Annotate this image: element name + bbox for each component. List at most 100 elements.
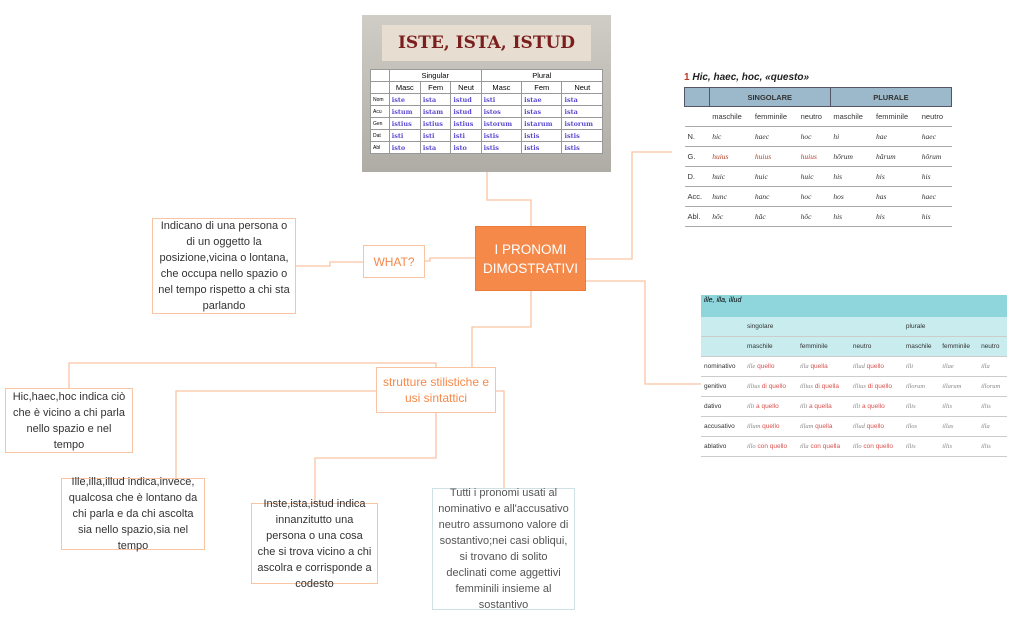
form-cell: istius [450, 117, 482, 130]
column-group-header: plurale [902, 317, 1007, 337]
form-cell: illud quello [849, 416, 903, 437]
form-cell: his [918, 206, 952, 227]
translation-gloss: quella [810, 363, 828, 370]
form-cell: istum [388, 105, 421, 118]
form-cell: istorum [561, 117, 603, 130]
column-header: Neut [561, 81, 603, 94]
link-center-image-iste [486, 172, 532, 226]
translation-gloss: con quello [863, 443, 894, 450]
declined-form: isti [422, 131, 435, 140]
form-cell: ista [419, 141, 452, 154]
form-cell: hic [709, 126, 752, 147]
translation-gloss: di quello [867, 383, 892, 390]
declined-form: illi [905, 363, 914, 370]
table-row: Acc. hunc hanc hoc hos has haec [684, 186, 952, 207]
declined-form: his [876, 172, 885, 181]
case-label: N. [684, 126, 710, 147]
table-row: Abl. hōc hāc hōc his his his [684, 206, 952, 227]
declined-form: illius [799, 383, 813, 390]
case-label: Acu [370, 105, 390, 118]
form-cell: illis [978, 396, 1007, 417]
declined-form: illud [852, 423, 865, 430]
form-cell: istam [419, 105, 452, 118]
table-row: ablativo illo con quello illa con quella il… [701, 436, 1007, 457]
image-title: ISTE, ISTA, ISTUD [382, 25, 591, 61]
strutture-node[interactable]: strutture stilistiche e usi sintattici [376, 367, 496, 413]
declined-form: istis [483, 131, 499, 140]
form-cell: istis [521, 141, 563, 154]
declined-form: isto [391, 143, 406, 152]
form-cell: hōrum [918, 146, 952, 167]
form-cell: haec [918, 126, 952, 147]
column-header: neutro [797, 106, 831, 127]
declined-form: his [833, 212, 843, 221]
form-cell: illud quello [849, 356, 903, 377]
column-header: neutro [918, 106, 952, 127]
link-center-image-hic [586, 151, 672, 260]
translation-gloss: quello [757, 363, 775, 370]
form-cell: illae [939, 356, 979, 377]
form-cell: hi [830, 126, 874, 147]
declined-form: haec [921, 192, 936, 201]
declined-form: istius [422, 119, 443, 128]
declined-form: istius [391, 119, 412, 128]
declined-form: isti [483, 95, 496, 104]
declined-form: illa [981, 363, 990, 370]
declined-form: hoc [800, 192, 812, 201]
declined-form: huius [712, 152, 729, 161]
declined-form: istas [524, 107, 542, 116]
table-row: dativo illi a quello illi a quella illi a q… [701, 396, 1007, 417]
translation-gloss: quella [815, 423, 833, 430]
case-label: D. [684, 166, 710, 187]
image-hic-haec-hoc: 1 Hic, haec, hoc, «questo» SINGOLARE PLUR… [672, 68, 964, 233]
table-row: G. huius huius huius hōrum hārum hōrum [684, 146, 952, 167]
form-cell: isto [450, 141, 482, 154]
form-cell: illum quello [743, 416, 797, 437]
column-header: femminile [751, 106, 798, 127]
what-node[interactable]: WHAT? [363, 245, 425, 278]
column-header: maschile [743, 336, 797, 357]
form-cell: isti [419, 129, 452, 142]
hic-description-node[interactable]: Hic,haec,hoc indica ciò che è vicino a c… [5, 388, 133, 453]
case-label: nominativo [701, 356, 744, 377]
form-cell: illi a quello [849, 396, 903, 417]
table-cell [370, 69, 390, 82]
form-cell: illorum [902, 376, 940, 397]
declined-form: illos [905, 423, 918, 430]
central-topic[interactable]: I PRONOMI DIMOSTRATIVI [475, 226, 586, 291]
declined-form: illo [746, 443, 756, 450]
form-cell: illi [902, 356, 940, 377]
declined-form: istum [391, 107, 413, 116]
declined-form: hos [833, 192, 844, 201]
iste-description-node[interactable]: Inste,ista,istud indica innanzitutto una… [251, 498, 378, 590]
ille-description-node[interactable]: Ille,illa,illud indica,invece, qualcosa … [61, 476, 205, 552]
case-label: Nom [370, 93, 390, 106]
declined-form: illius [852, 383, 866, 390]
column-header: maschile [830, 106, 874, 127]
what-description-node[interactable]: Indicano di una persona o di un oggetto … [152, 218, 296, 314]
column-group-header: Singular [388, 69, 482, 82]
declined-form: hoc [800, 132, 812, 141]
declined-form: isto [453, 143, 467, 152]
table-group-row: Singular Plural [370, 69, 604, 82]
case-label: Abl [370, 141, 390, 154]
form-cell: illis [939, 436, 979, 457]
declined-form: illo [852, 443, 862, 450]
form-cell: illa quella [796, 356, 850, 377]
form-cell: illa [978, 356, 1007, 377]
image-title-text: Hic, haec, hoc, «questo» [692, 72, 810, 83]
case-label: genitivo [701, 376, 744, 397]
table-group-row: singolare plurale [701, 317, 1007, 337]
form-cell: istis [561, 141, 603, 154]
form-cell: ista [419, 93, 452, 106]
form-cell: hae [873, 126, 919, 147]
translation-gloss: quello [866, 423, 885, 430]
declined-form: hōc [712, 212, 724, 221]
tutti-description-node[interactable]: Tutti i pronomi usati al nominativo e al… [432, 487, 575, 611]
declined-form: illa [799, 443, 809, 450]
column-group-header: singolare [743, 317, 903, 337]
link-what-description [296, 261, 363, 267]
table-row: Nom iste ista istud isti istae ista [370, 93, 603, 106]
declined-form: isti [453, 131, 466, 140]
